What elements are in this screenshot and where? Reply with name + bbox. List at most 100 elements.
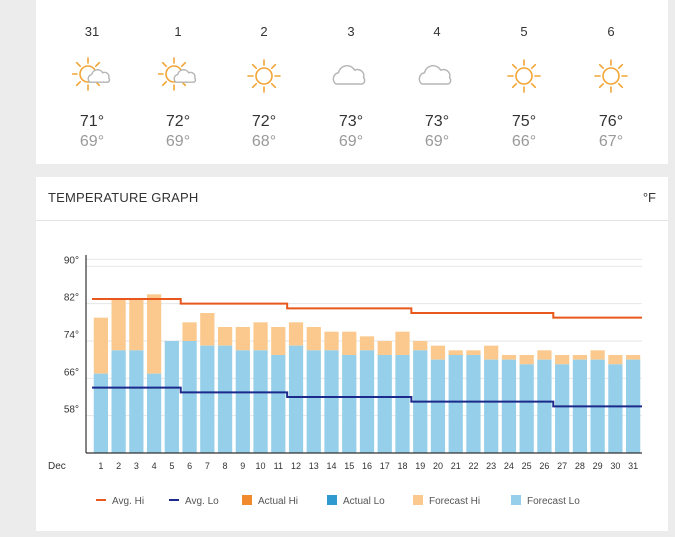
legend-swatch <box>511 495 521 505</box>
forecast-lo-bar[interactable] <box>324 350 339 453</box>
x-tick-label: 25 <box>522 461 532 471</box>
x-tick-label: 6 <box>187 461 192 471</box>
x-tick-label: 30 <box>610 461 620 471</box>
forecast-hi-bar[interactable] <box>555 355 570 365</box>
forecast-hi-bar[interactable] <box>235 327 250 351</box>
forecast-hi-bar[interactable] <box>288 322 304 346</box>
legend-item[interactable]: Actual Hi <box>242 495 298 507</box>
sunny-icon <box>507 59 541 93</box>
forecast-lo-bar[interactable] <box>608 364 623 453</box>
x-tick-label: 1 <box>98 461 103 471</box>
forecast-hi-bar[interactable] <box>430 345 446 360</box>
forecast-hi-bar[interactable] <box>626 355 641 360</box>
forecast-hi-bar[interactable] <box>253 322 268 351</box>
day-date: 1 <box>174 24 182 39</box>
x-tick-label: 3 <box>134 461 139 471</box>
forecast-hi-bar[interactable] <box>217 327 233 346</box>
forecast-hi-bar[interactable] <box>271 327 286 355</box>
forecast-lo-bar[interactable] <box>111 350 126 453</box>
forecast-lo-bar[interactable] <box>129 350 144 453</box>
avg-hi-line <box>92 298 642 319</box>
legend-label: Avg. Lo <box>185 496 219 507</box>
forecast-lo-bar[interactable] <box>395 355 410 453</box>
forecast-lo-bar[interactable] <box>342 355 357 453</box>
forecast-lo-bar[interactable] <box>288 345 304 453</box>
y-tick-label: 66° <box>64 367 79 378</box>
forecast-hi-bar[interactable] <box>324 331 339 351</box>
forecast-hi-bar[interactable] <box>608 355 623 365</box>
forecast-hi-bar[interactable] <box>306 327 321 351</box>
forecast-day[interactable]: 6 76° 67° <box>571 0 651 164</box>
forecast-hi-bar[interactable] <box>395 331 410 355</box>
daily-forecast-card: 31 71° 69° 1 72° 69° 2 72° 68° 3 73° 69° 4 73° 69° 5 75°… <box>36 0 668 164</box>
forecast-lo-bar[interactable] <box>466 355 481 453</box>
forecast-hi-bar[interactable] <box>146 294 162 374</box>
forecast-day[interactable]: 31 71° 69° <box>52 0 132 164</box>
forecast-hi-bar[interactable] <box>519 355 534 365</box>
day-date: 5 <box>520 24 528 39</box>
x-tick-label: 15 <box>344 461 354 471</box>
forecast-hi-bar[interactable] <box>182 322 197 341</box>
forecast-lo-bar[interactable] <box>359 350 375 453</box>
forecast-lo-bar[interactable] <box>164 341 179 453</box>
day-low-temp: 69° <box>165 133 191 150</box>
forecast-hi-bar[interactable] <box>466 350 481 355</box>
forecast-hi-bar[interactable] <box>448 350 463 355</box>
legend-item[interactable]: Avg. Hi <box>96 496 144 507</box>
forecast-hi-bar[interactable] <box>377 341 392 355</box>
forecast-hi-bar[interactable] <box>200 313 215 346</box>
forecast-lo-bar[interactable] <box>253 350 268 453</box>
forecast-lo-bar[interactable] <box>484 359 499 453</box>
x-tick-label: 21 <box>451 461 461 471</box>
forecast-hi-bar[interactable] <box>537 350 552 360</box>
forecast-hi-bar[interactable] <box>484 345 499 360</box>
legend-item[interactable]: Actual Lo <box>327 495 385 507</box>
legend-item[interactable]: Avg. Lo <box>169 496 219 507</box>
forecast-hi-bar[interactable] <box>93 317 108 374</box>
temperature-unit-toggle[interactable]: °F <box>642 190 656 205</box>
legend-label: Forecast Hi <box>429 496 480 507</box>
day-high-temp: 72° <box>165 113 191 130</box>
forecast-lo-bar[interactable] <box>93 373 108 453</box>
forecast-lo-bar[interactable] <box>271 355 286 453</box>
forecast-day[interactable]: 4 73° 69° <box>397 0 477 164</box>
forecast-lo-bar[interactable] <box>235 350 250 453</box>
forecast-hi-bar[interactable] <box>359 336 375 351</box>
legend-item[interactable]: Forecast Hi <box>413 495 480 507</box>
forecast-lo-bar[interactable] <box>501 359 517 453</box>
legend-label: Forecast Lo <box>527 496 580 507</box>
forecast-lo-bar[interactable] <box>377 355 392 453</box>
legend-item[interactable]: Forecast Lo <box>511 495 580 507</box>
avg-lo-line <box>92 386 642 408</box>
forecast-lo-bar[interactable] <box>519 364 534 453</box>
forecast-hi-bar[interactable] <box>413 341 428 351</box>
forecast-hi-bar[interactable] <box>342 331 357 355</box>
forecast-lo-bar[interactable] <box>306 350 321 453</box>
y-tick-label: 74° <box>64 330 79 341</box>
forecast-lo-bar[interactable] <box>200 345 215 453</box>
x-tick-label: 14 <box>327 461 337 471</box>
forecast-hi-bar[interactable] <box>129 299 144 351</box>
forecast-lo-bar[interactable] <box>537 359 552 453</box>
x-tick-label: 31 <box>628 461 638 471</box>
forecast-hi-bar[interactable] <box>501 355 517 360</box>
forecast-lo-bar[interactable] <box>217 345 233 453</box>
forecast-day[interactable]: 3 73° 69° <box>311 0 391 164</box>
cloudy-icon <box>418 65 452 85</box>
legend-label: Actual Hi <box>258 496 298 507</box>
day-low-temp: 69° <box>338 133 364 150</box>
forecast-hi-bar[interactable] <box>572 355 588 360</box>
forecast-hi-bar[interactable] <box>590 350 605 360</box>
forecast-day[interactable]: 1 72° 69° <box>138 0 218 164</box>
cloudy-icon <box>332 65 366 85</box>
day-date: 4 <box>433 24 441 39</box>
forecast-day[interactable]: 5 75° 66° <box>484 0 564 164</box>
day-high-temp: 71° <box>79 113 105 130</box>
forecast-lo-bar[interactable] <box>146 373 162 453</box>
forecast-lo-bar[interactable] <box>448 355 463 453</box>
forecast-lo-bar[interactable] <box>182 341 197 453</box>
forecast-day[interactable]: 2 72° 68° <box>224 0 304 164</box>
forecast-hi-bar[interactable] <box>111 299 126 351</box>
forecast-lo-bar[interactable] <box>555 364 570 453</box>
forecast-lo-bar[interactable] <box>430 359 446 453</box>
